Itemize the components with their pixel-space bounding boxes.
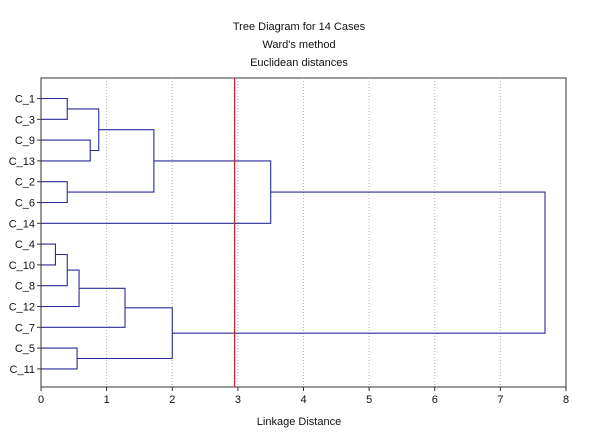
x-tick-label: 2	[169, 394, 175, 406]
x-tick-label: 1	[104, 394, 110, 406]
leaf-label: C_9	[15, 135, 35, 147]
x-tick-label: 8	[563, 394, 569, 406]
x-axis-label: Linkage Distance	[256, 416, 342, 428]
chart-subtitle-method: Ward's method	[262, 39, 336, 51]
dendrogram-link	[41, 181, 68, 204]
dendrogram-link	[41, 287, 126, 328]
dendrogram-link	[67, 108, 100, 152]
plot-frame	[40, 77, 567, 388]
dendrogram-link	[41, 269, 80, 308]
leaf-label: C_13	[9, 156, 35, 168]
leaf-label: C_14	[9, 218, 35, 230]
leaf-label: C_8	[15, 281, 35, 293]
dendrogram-link	[41, 243, 56, 266]
x-tick-label: 4	[300, 394, 306, 406]
leaf-label: C_10	[9, 260, 35, 272]
chart-subtitle-distance: Euclidean distances	[250, 57, 348, 69]
leaf-label: C_11	[10, 364, 35, 376]
x-tick-label: 7	[497, 394, 503, 406]
dendrogram-link	[41, 97, 68, 120]
dendrogram-link	[41, 139, 91, 162]
leaf-label: C_7	[15, 322, 35, 334]
dendrogram-link	[172, 191, 546, 334]
leaf-label: C_4	[15, 239, 35, 251]
dendrogram-link	[41, 347, 78, 370]
x-tick-label: 6	[432, 394, 438, 406]
chart-title: Tree Diagram for 14 Cases	[232, 21, 366, 33]
chart-title-block: Tree Diagram for 14 Cases Ward's method …	[0, 18, 598, 72]
leaf-label: C_1	[15, 94, 35, 106]
x-tick-label: 5	[366, 394, 372, 406]
leaf-label: C_3	[15, 114, 35, 126]
x-tick-label: 0	[38, 394, 44, 406]
dendrogram-link	[41, 253, 68, 287]
leaf-label: C_2	[15, 177, 35, 189]
leaf-label: C_5	[15, 343, 35, 355]
x-tick-label: 3	[235, 394, 241, 406]
leaf-label: C_6	[15, 198, 35, 210]
leaf-label: C_12	[9, 302, 35, 314]
